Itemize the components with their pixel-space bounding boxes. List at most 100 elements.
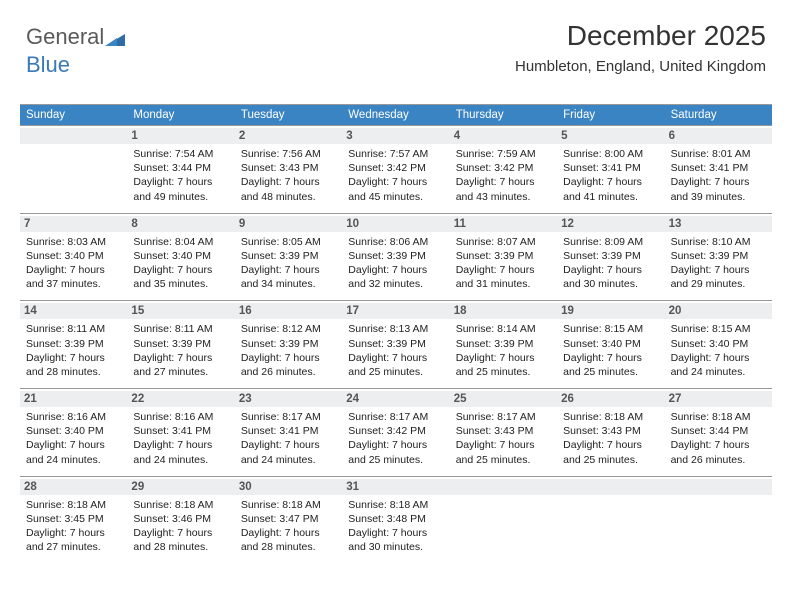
daylight-line: Daylight: 7 hours and 25 minutes.: [456, 438, 551, 466]
daylight-line: Daylight: 7 hours and 27 minutes.: [133, 351, 228, 379]
sunrise-line: Sunrise: 8:11 AM: [133, 322, 228, 336]
calendar-cell: 10Sunrise: 8:06 AMSunset: 3:39 PMDayligh…: [342, 213, 449, 301]
sunrise-line: Sunrise: 8:10 AM: [671, 235, 766, 249]
day-number-empty: [557, 479, 664, 495]
calendar-cell: 7Sunrise: 8:03 AMSunset: 3:40 PMDaylight…: [20, 213, 127, 301]
sunrise-line: Sunrise: 8:15 AM: [671, 322, 766, 336]
day-number: 27: [665, 391, 772, 407]
logo: General Blue: [26, 24, 125, 78]
sunset-line: Sunset: 3:43 PM: [241, 161, 336, 175]
day-number: 31: [342, 479, 449, 495]
sunrise-line: Sunrise: 7:54 AM: [133, 147, 228, 161]
day-number: 8: [127, 216, 234, 232]
sunset-line: Sunset: 3:41 PM: [563, 161, 658, 175]
weekday-header: Saturday: [665, 105, 772, 125]
day-number-empty: [665, 479, 772, 495]
calendar-cell: 25Sunrise: 8:17 AMSunset: 3:43 PMDayligh…: [450, 388, 557, 476]
sunset-line: Sunset: 3:39 PM: [241, 337, 336, 351]
day-number: 21: [20, 391, 127, 407]
daylight-line: Daylight: 7 hours and 39 minutes.: [671, 175, 766, 203]
calendar-cell-empty: [20, 125, 127, 213]
sunset-line: Sunset: 3:43 PM: [456, 424, 551, 438]
day-number: 23: [235, 391, 342, 407]
sunset-line: Sunset: 3:45 PM: [26, 512, 121, 526]
sunrise-line: Sunrise: 8:09 AM: [563, 235, 658, 249]
daylight-line: Daylight: 7 hours and 24 minutes.: [133, 438, 228, 466]
daylight-line: Daylight: 7 hours and 35 minutes.: [133, 263, 228, 291]
sunset-line: Sunset: 3:46 PM: [133, 512, 228, 526]
weekday-header: Friday: [557, 105, 664, 125]
calendar-cell: 23Sunrise: 8:17 AMSunset: 3:41 PMDayligh…: [235, 388, 342, 476]
daylight-line: Daylight: 7 hours and 25 minutes.: [563, 351, 658, 379]
daylight-line: Daylight: 7 hours and 24 minutes.: [671, 351, 766, 379]
calendar-cell: 22Sunrise: 8:16 AMSunset: 3:41 PMDayligh…: [127, 388, 234, 476]
day-number-empty: [450, 479, 557, 495]
calendar-cell: 15 Sunrise: 8:11 AMSunset: 3:39 PMDayligh…: [127, 300, 234, 388]
day-number: 11: [450, 216, 557, 232]
weekday-header: Tuesday: [235, 105, 342, 125]
day-number: 15: [127, 303, 234, 319]
sunrise-line: Sunrise: 8:04 AM: [133, 235, 228, 249]
calendar-cell: 11Sunrise: 8:07 AMSunset: 3:39 PMDayligh…: [450, 213, 557, 301]
sunset-line: Sunset: 3:39 PM: [348, 337, 443, 351]
daylight-line: Daylight: 7 hours and 28 minutes.: [133, 526, 228, 554]
sunrise-line: Sunrise: 7:57 AM: [348, 147, 443, 161]
calendar-cell: 6Sunrise: 8:01 AMSunset: 3:41 PMDaylight…: [665, 125, 772, 213]
sunset-line: Sunset: 3:42 PM: [456, 161, 551, 175]
calendar-cell-empty: [557, 476, 664, 564]
daylight-line: Daylight: 7 hours and 25 minutes.: [563, 438, 658, 466]
daylight-line: Daylight: 7 hours and 29 minutes.: [671, 263, 766, 291]
location-subtitle: Humbleton, England, United Kingdom: [515, 58, 766, 75]
sunset-line: Sunset: 3:39 PM: [241, 249, 336, 263]
page-title: December 2025: [515, 20, 766, 52]
calendar-cell: 3 Sunrise: 7:57 AMSunset: 3:42 PMDaylight…: [342, 125, 449, 213]
daylight-line: Daylight: 7 hours and 43 minutes.: [456, 175, 551, 203]
calendar-cell: 9Sunrise: 8:05 AMSunset: 3:39 PMDaylight…: [235, 213, 342, 301]
sunset-line: Sunset: 3:47 PM: [241, 512, 336, 526]
sunrise-line: Sunrise: 8:17 AM: [241, 410, 336, 424]
sunrise-line: Sunrise: 8:01 AM: [671, 147, 766, 161]
calendar-cell: 27Sunrise: 8:18 AMSunset: 3:44 PMDayligh…: [665, 388, 772, 476]
sunrise-line: Sunrise: 8:17 AM: [456, 410, 551, 424]
calendar-cell-empty: [450, 476, 557, 564]
calendar-cell: 18Sunrise: 8:14 AMSunset: 3:39 PMDayligh…: [450, 300, 557, 388]
day-number: 1: [127, 128, 234, 144]
calendar-cell: 14Sunrise: 8:11 AMSunset: 3:39 PMDayligh…: [20, 300, 127, 388]
logo-text-general: General: [26, 24, 104, 49]
day-number: 4: [450, 128, 557, 144]
sunset-line: Sunset: 3:42 PM: [348, 161, 443, 175]
day-number: 22: [127, 391, 234, 407]
header: December 2025 Humbleton, England, United…: [515, 20, 766, 75]
sunset-line: Sunset: 3:40 PM: [563, 337, 658, 351]
calendar-cell: 31Sunrise: 8:18 AMSunset: 3:48 PMDayligh…: [342, 476, 449, 564]
sunset-line: Sunset: 3:41 PM: [671, 161, 766, 175]
daylight-line: Daylight: 7 hours and 25 minutes.: [348, 351, 443, 379]
sunset-line: Sunset: 3:39 PM: [133, 337, 228, 351]
calendar-cell: 2Sunrise: 7:56 AMSunset: 3:43 PMDaylight…: [235, 125, 342, 213]
sunset-line: Sunset: 3:40 PM: [26, 249, 121, 263]
day-number: 29: [127, 479, 234, 495]
sunrise-line: Sunrise: 8:12 AM: [241, 322, 336, 336]
day-number: 10: [342, 216, 449, 232]
sunrise-line: Sunrise: 8:13 AM: [348, 322, 443, 336]
calendar-cell: 19 Sunrise: 8:15 AMSunset: 3:40 PMDayligh…: [557, 300, 664, 388]
day-number: 20: [665, 303, 772, 319]
daylight-line: Daylight: 7 hours and 45 minutes.: [348, 175, 443, 203]
sunset-line: Sunset: 3:40 PM: [671, 337, 766, 351]
day-number: 19: [557, 303, 664, 319]
sunrise-line: Sunrise: 8:03 AM: [26, 235, 121, 249]
sunrise-line: Sunrise: 8:18 AM: [348, 498, 443, 512]
day-number: 3: [342, 128, 449, 144]
day-number: 12: [557, 216, 664, 232]
sunset-line: Sunset: 3:40 PM: [26, 424, 121, 438]
daylight-line: Daylight: 7 hours and 37 minutes.: [26, 263, 121, 291]
sunset-line: Sunset: 3:43 PM: [563, 424, 658, 438]
day-number: 18: [450, 303, 557, 319]
sunrise-line: Sunrise: 7:59 AM: [456, 147, 551, 161]
sunrise-line: Sunrise: 8:15 AM: [563, 322, 658, 336]
sunset-line: Sunset: 3:39 PM: [348, 249, 443, 263]
daylight-line: Daylight: 7 hours and 25 minutes.: [348, 438, 443, 466]
sunset-line: Sunset: 3:39 PM: [563, 249, 658, 263]
weekday-header: Thursday: [450, 105, 557, 125]
sunset-line: Sunset: 3:39 PM: [456, 249, 551, 263]
